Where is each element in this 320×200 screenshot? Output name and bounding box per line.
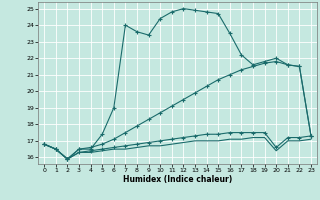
X-axis label: Humidex (Indice chaleur): Humidex (Indice chaleur) xyxy=(123,175,232,184)
